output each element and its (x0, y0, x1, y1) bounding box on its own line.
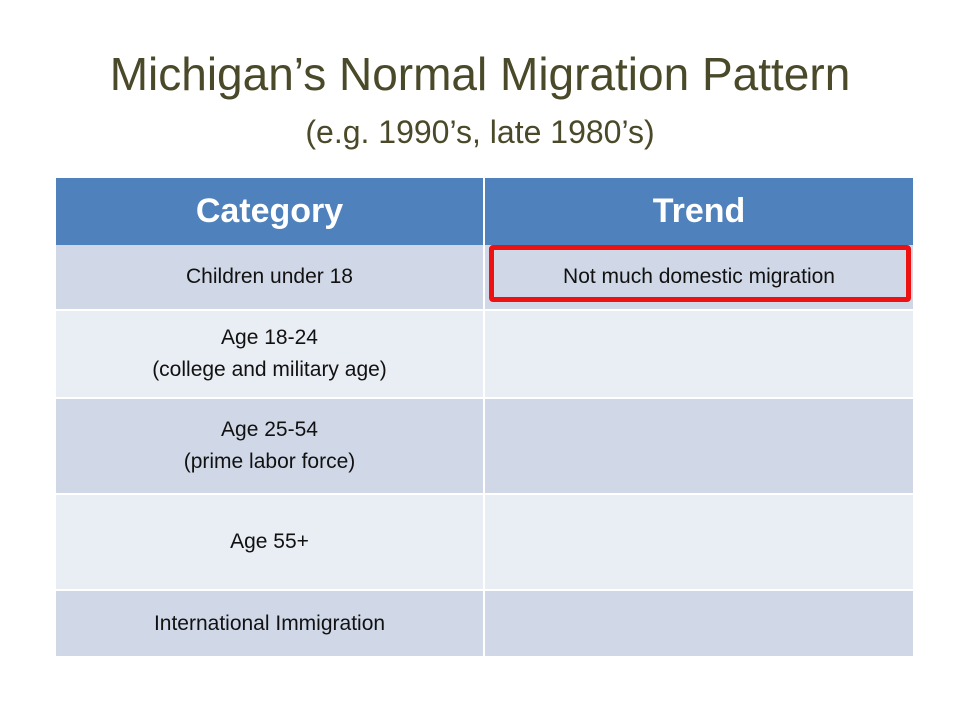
page-subtitle: (e.g. 1990’s, late 1980’s) (305, 114, 655, 150)
category-label: Age 55+ (230, 530, 309, 553)
trend-text: Not much domestic migration (563, 265, 835, 288)
category-label: International Immigration (153, 611, 386, 635)
category-label: Children under 18 (186, 265, 353, 288)
category-label: Age 25-54 (221, 418, 318, 441)
column-header-category: Category (56, 178, 484, 245)
category-cell: Age 18-24 (college and military age) (56, 309, 484, 398)
category-sublabel: (prime labor force) (183, 450, 356, 473)
category-cell: Children under 18 (56, 245, 484, 310)
table-row: International Immigration (56, 589, 913, 656)
category-label: Age 18-24 (221, 326, 318, 349)
trend-cell (483, 397, 913, 494)
table-row: Age 55+ (56, 493, 913, 590)
category-sublabel: (college and military age) (152, 358, 387, 381)
table-row: Age 25-54 (prime labor force) (56, 397, 913, 494)
trend-cell (483, 589, 913, 656)
page-title: Michigan’s Normal Migration Pattern (109, 48, 851, 100)
trend-cell (483, 309, 913, 398)
slide-title: Michigan’s Normal Migration Pattern (e.g… (0, 46, 960, 154)
trend-cell (483, 493, 913, 590)
category-cell: International Immigration (56, 589, 484, 656)
table-header-row: Category Trend (56, 178, 913, 245)
category-cell: Age 25-54 (prime labor force) (56, 397, 484, 494)
column-header-trend: Trend (483, 178, 913, 245)
category-cell: Age 55+ (56, 493, 484, 590)
highlight-box (489, 245, 911, 302)
table-row: Age 18-24 (college and military age) (56, 309, 913, 398)
